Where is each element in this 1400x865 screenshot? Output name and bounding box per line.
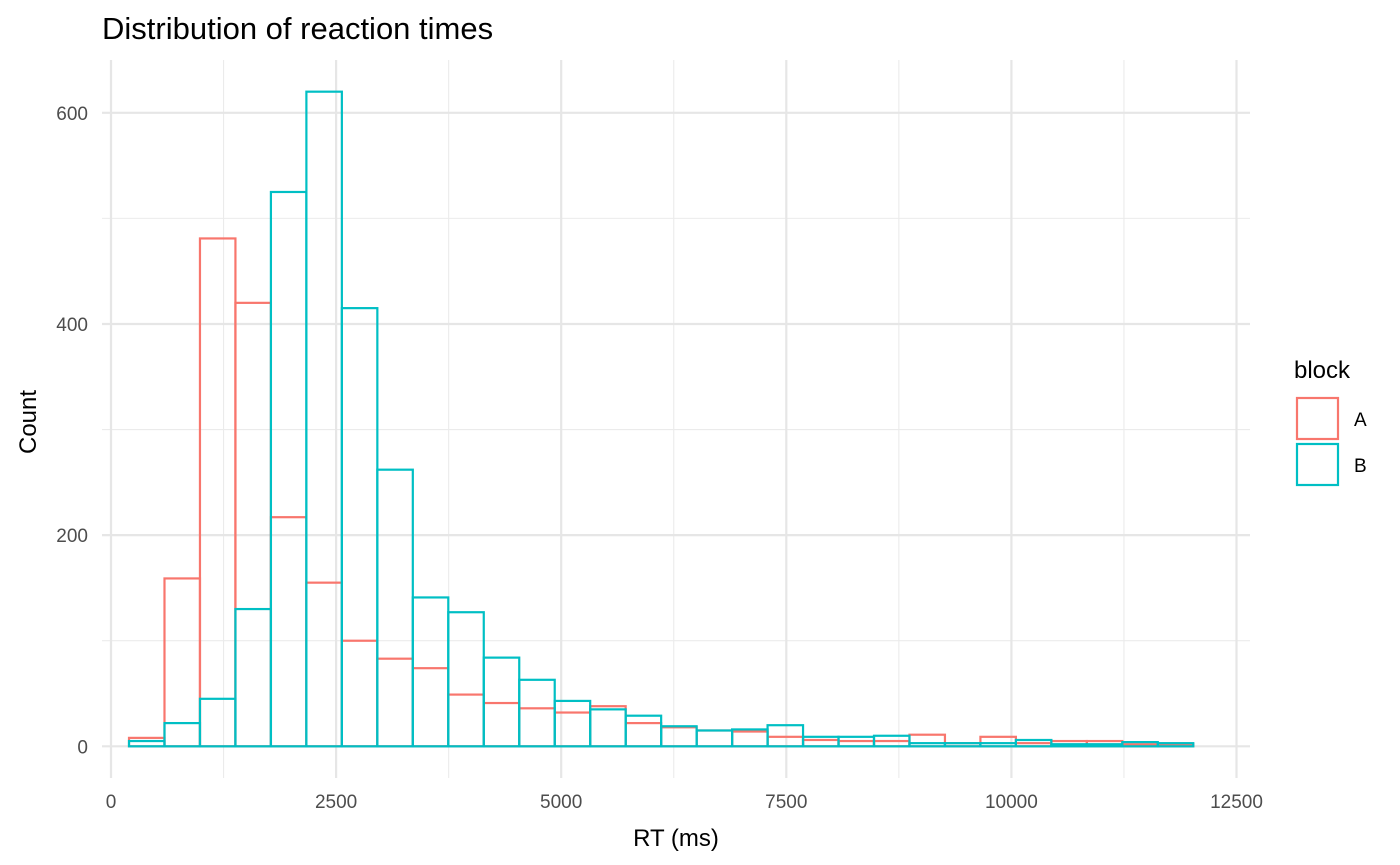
y-tick-label: 400 — [56, 315, 88, 336]
bar-series-b — [872, 734, 911, 748]
bar-series-b — [1050, 743, 1088, 748]
chart-title: Distribution of reaction times — [102, 11, 493, 46]
series-b-bars — [127, 90, 1195, 748]
legend: block A B — [1294, 357, 1367, 487]
bar-series-b — [1156, 742, 1195, 748]
y-tick-label: 200 — [56, 526, 88, 547]
bar-series-b — [1085, 743, 1124, 748]
legend-label-a: A — [1354, 410, 1367, 431]
legend-key-a — [1295, 396, 1340, 441]
y-tick-label: 600 — [56, 104, 88, 125]
x-tick-label: 7500 — [765, 792, 807, 813]
x-tick-label: 5000 — [540, 792, 582, 813]
y-axis-title: Count — [15, 390, 42, 454]
x-tick-label: 0 — [106, 792, 117, 813]
x-tick-label: 12500 — [1210, 792, 1263, 813]
x-axis-ticks: 0 2500 5000 7500 10000 12500 — [106, 792, 1263, 813]
y-tick-label: 0 — [77, 737, 88, 758]
legend-label-b: B — [1354, 456, 1367, 477]
legend-title: block — [1294, 357, 1351, 384]
x-tick-label: 2500 — [315, 792, 357, 813]
y-axis-ticks: 0 200 400 600 — [56, 104, 88, 759]
x-axis-title: RT (ms) — [633, 825, 719, 852]
x-tick-label: 10000 — [985, 792, 1038, 813]
minor-gridlines — [102, 60, 1250, 778]
legend-key-b — [1295, 442, 1340, 487]
